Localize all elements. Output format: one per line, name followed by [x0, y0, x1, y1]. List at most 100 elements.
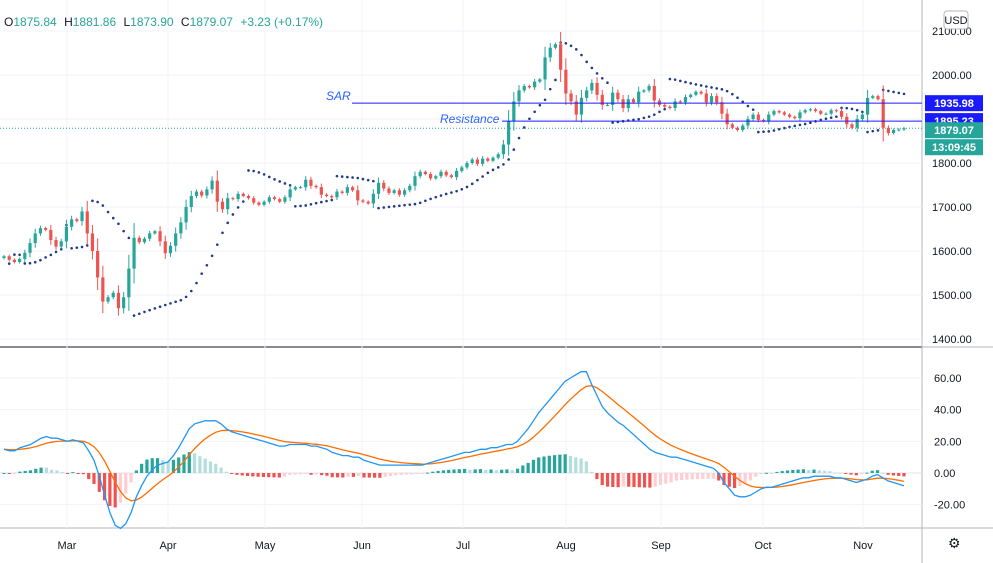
sar-price-tag: 1935.98	[934, 98, 974, 110]
macd-histogram-bar	[902, 473, 906, 477]
candle-body	[340, 191, 344, 193]
macd-histogram-bar	[330, 473, 334, 478]
candle-body	[189, 196, 193, 207]
candle-body	[366, 201, 370, 204]
macd-histogram-bar	[177, 457, 181, 473]
candle-body	[839, 111, 844, 117]
month-tick-label: Oct	[754, 540, 771, 552]
sar-dot	[148, 308, 151, 312]
macd-histogram-bar	[854, 473, 858, 476]
sar-dot	[819, 118, 823, 122]
macd-histogram-bar	[865, 472, 869, 474]
candle-body	[855, 119, 859, 128]
macd-histogram-bar	[50, 469, 54, 473]
sar-dot	[351, 176, 354, 179]
sar-dot	[871, 129, 875, 133]
candle-body	[397, 190, 401, 195]
macd-histogram-bar	[335, 473, 340, 478]
candle-body	[834, 110, 838, 112]
sar-dot	[215, 243, 219, 246]
sar-dot	[335, 174, 339, 178]
candle-body	[694, 91, 698, 95]
macd-histogram-bar	[500, 469, 504, 473]
macd-histogram-bar	[785, 470, 790, 473]
macd-histogram-bar	[849, 473, 853, 475]
macd-histogram-bar	[378, 473, 382, 478]
sar-dot	[731, 92, 734, 96]
candle-body	[481, 158, 485, 164]
macd-histogram-bar	[309, 473, 313, 475]
candle-body	[730, 124, 734, 128]
axes: 2100.002000.001900.001800.001700.001600.…	[58, 26, 972, 552]
macd-histogram-bar	[791, 469, 795, 473]
candle-body	[210, 180, 214, 190]
candle-body	[423, 171, 427, 174]
sar-dot	[580, 53, 583, 57]
macd-histogram-bar	[611, 473, 615, 487]
macd-histogram-bar	[658, 473, 663, 485]
candle-body	[533, 81, 537, 88]
sar-dot	[346, 175, 349, 179]
sar-dot	[600, 76, 604, 80]
macd-histogram-bar	[267, 473, 271, 478]
currency-button[interactable]	[943, 10, 969, 30]
sar-dot	[647, 115, 651, 118]
sar-dot	[470, 182, 474, 186]
macd-histogram-bar	[92, 473, 96, 484]
macd-histogram-bar	[897, 473, 901, 476]
candle-body	[808, 109, 812, 111]
month-tick-label: Sep	[651, 540, 671, 552]
sar-dot	[221, 231, 224, 235]
candle-body	[330, 196, 334, 198]
macd-histogram-bar	[484, 469, 488, 473]
candle-body	[267, 197, 271, 202]
macd-histogram-bar	[568, 455, 573, 473]
candle-body	[18, 258, 22, 262]
sar-dot	[668, 77, 672, 81]
sar-dot	[49, 253, 53, 257]
sar-dot	[751, 108, 755, 111]
candle-body	[231, 198, 235, 200]
gear-icon[interactable]: ⚙	[948, 535, 961, 551]
sar-dot	[288, 183, 292, 187]
candle-body	[80, 211, 84, 222]
sar-dot	[304, 204, 308, 207]
macd-histogram-bar	[664, 473, 668, 484]
sar-dot	[403, 203, 406, 207]
macd-histogram-bar	[87, 473, 91, 480]
sar-dot	[486, 171, 490, 175]
sar-price-tag-bg	[925, 95, 983, 112]
month-tick-label: May	[255, 540, 276, 552]
macd-histogram-bar	[833, 472, 837, 474]
sar-dot	[699, 84, 703, 87]
countdown-tag: 13:09:45	[932, 142, 976, 154]
macd-histogram-bar	[537, 457, 541, 473]
macd-histogram-bar	[44, 467, 48, 473]
candle-body	[569, 93, 573, 102]
sar-dot	[783, 126, 786, 130]
macd-histogram-bar	[118, 473, 123, 503]
macd-histogram-bar	[457, 469, 461, 473]
candle-body	[538, 79, 542, 82]
macd-histogram-bar	[357, 473, 361, 477]
candle-body	[579, 97, 584, 115]
macd-histogram-bar	[521, 465, 525, 473]
macd-tick-label: 40.00	[934, 405, 962, 417]
sar-dot	[101, 204, 105, 207]
macd-histogram-bar	[531, 459, 536, 473]
candle-body	[605, 104, 610, 106]
candle-body	[272, 197, 277, 200]
macd-histogram-bar	[7, 473, 11, 475]
candle-body	[226, 198, 230, 210]
sar-dot	[637, 117, 640, 121]
candle-body	[455, 170, 459, 178]
macd-histogram-bar	[134, 470, 138, 473]
macd-histogram-bar	[282, 473, 287, 477]
candle-body	[564, 69, 568, 94]
sar-dot	[887, 89, 890, 93]
sar-dot	[705, 85, 708, 88]
candle-body	[168, 245, 173, 254]
sar-dot	[793, 124, 797, 128]
